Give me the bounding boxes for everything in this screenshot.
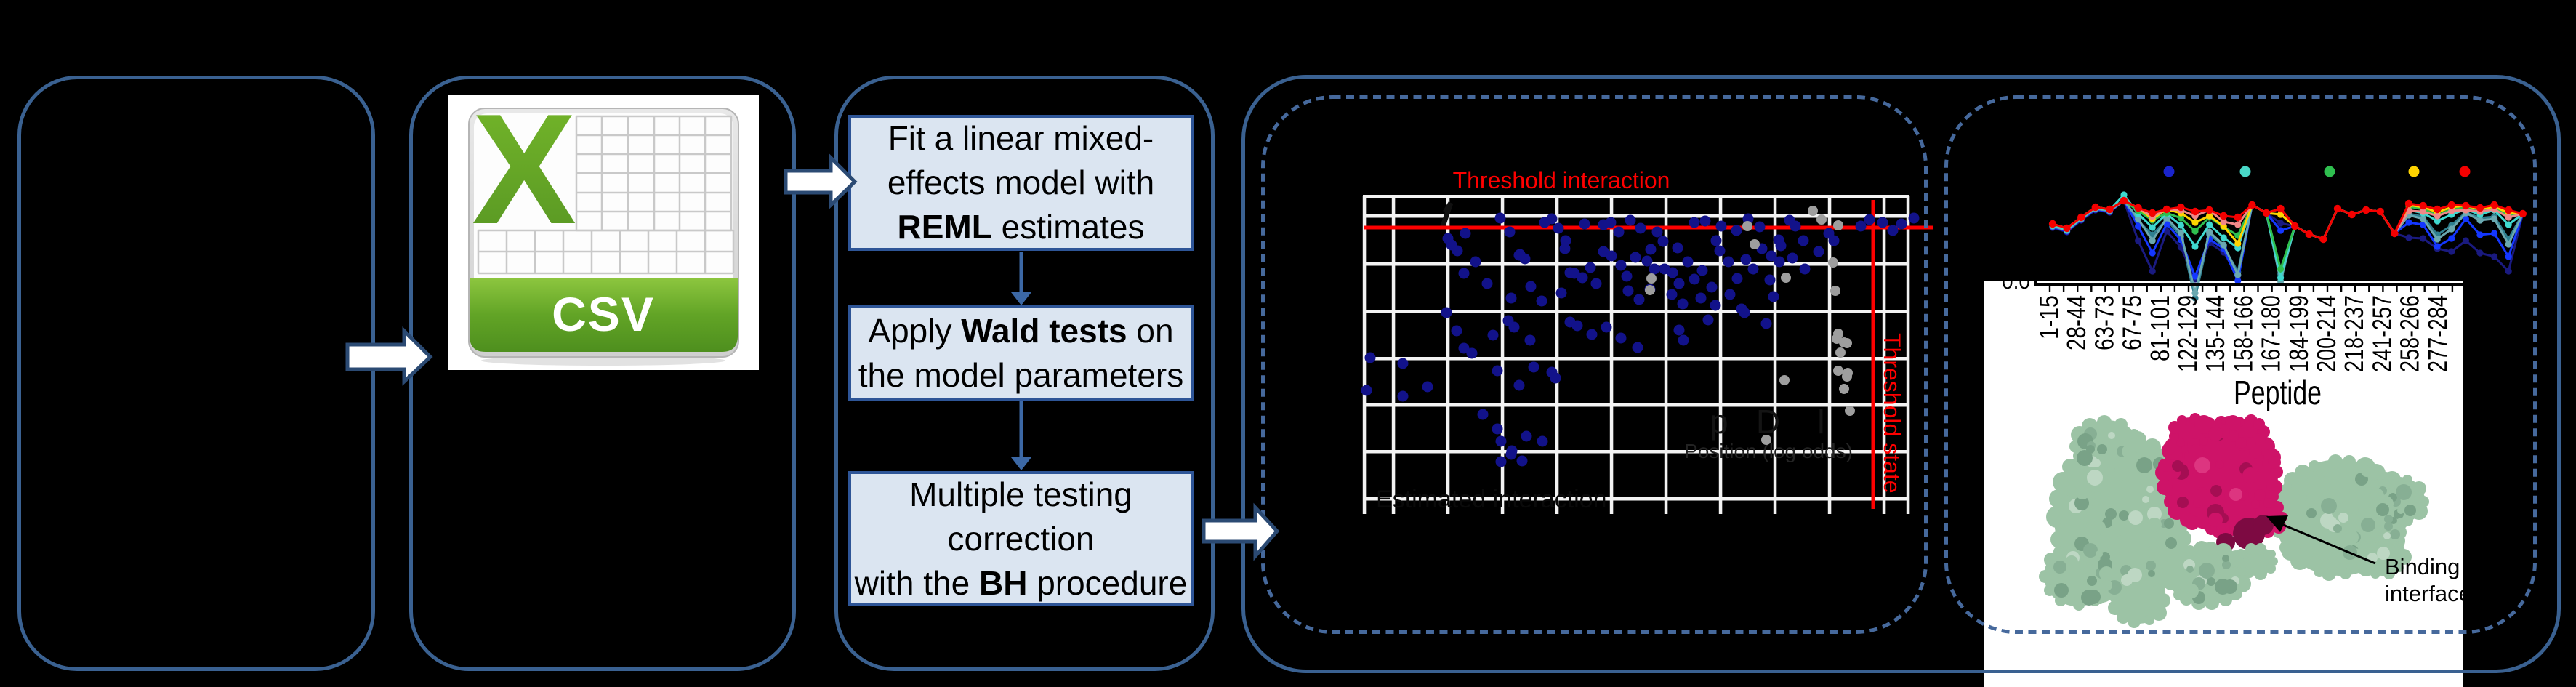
svg-text:Threshold interaction: Threshold interaction [1453, 167, 1670, 193]
svg-text:218-237: 218-237 [2339, 295, 2369, 372]
svg-text:122-129: 122-129 [2173, 295, 2202, 372]
svg-text:184-199: 184-199 [2284, 295, 2314, 372]
svg-text:CSV: CSV [552, 287, 655, 341]
svg-text:1-15: 1-15 [2034, 295, 2064, 340]
svg-text:Threshold state: Threshold state [1879, 333, 1905, 494]
svg-text:67-75: 67-75 [2117, 295, 2147, 350]
svg-text:0.0: 0.0 [2002, 270, 2030, 293]
svg-text:135-144: 135-144 [2200, 295, 2230, 372]
svg-text:167-180: 167-180 [2256, 295, 2286, 372]
svg-text:interface: interface [2385, 581, 2471, 606]
svg-text:200-214: 200-214 [2311, 295, 2341, 372]
svg-text:158-166: 158-166 [2228, 295, 2258, 372]
svg-text:Estimated interaction: Estimated interaction [1376, 486, 1607, 513]
svg-text:X: X [472, 81, 576, 257]
svg-text:81-101: 81-101 [2145, 295, 2175, 361]
svg-text:241-257: 241-257 [2367, 295, 2396, 372]
svg-text:28-44: 28-44 [2061, 295, 2091, 350]
svg-text:258-266: 258-266 [2395, 295, 2425, 372]
svg-text:Peptide: Peptide [2234, 374, 2322, 411]
svg-text:277-284: 277-284 [2423, 295, 2452, 372]
svg-text:Binding: Binding [2385, 554, 2460, 579]
svg-text:p D l: p D l [1710, 403, 1824, 441]
svg-text:63-73: 63-73 [2089, 295, 2119, 350]
